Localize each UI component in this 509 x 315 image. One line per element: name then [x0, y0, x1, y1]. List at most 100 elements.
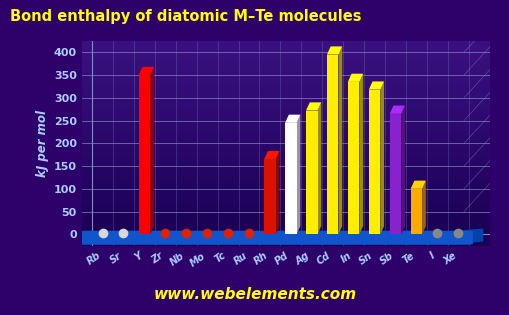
Bar: [81, 24, 489, 215]
Polygon shape: [359, 74, 362, 234]
Bar: [138, 75, 150, 234]
Bar: [81, 0, 489, 162]
Bar: [81, 0, 489, 181]
Polygon shape: [338, 46, 342, 234]
Bar: [81, 0, 489, 139]
Bar: [389, 114, 401, 234]
Bar: [81, 0, 489, 108]
Bar: [81, 0, 489, 116]
Bar: [81, 26, 489, 217]
Bar: [81, 0, 489, 137]
Bar: [81, 0, 489, 100]
Bar: [81, 0, 489, 91]
Bar: [81, 0, 489, 110]
Bar: [81, 0, 489, 148]
Bar: [81, 0, 489, 120]
Bar: [81, 0, 489, 97]
Bar: [81, 11, 489, 202]
Bar: [81, 0, 489, 133]
Bar: [81, 0, 489, 77]
Bar: [81, 0, 489, 152]
FancyBboxPatch shape: [67, 231, 472, 245]
Polygon shape: [451, 228, 483, 244]
Bar: [81, 0, 489, 112]
Bar: [81, 0, 489, 165]
Bar: [81, 0, 489, 188]
Bar: [81, 0, 489, 173]
Bar: [81, 41, 489, 232]
Text: Bond enthalpy of diatomic M–Te molecules: Bond enthalpy of diatomic M–Te molecules: [10, 9, 361, 25]
Bar: [81, 0, 489, 127]
Bar: [81, 0, 489, 74]
Bar: [81, 0, 489, 60]
Bar: [81, 20, 489, 211]
Bar: [81, 0, 489, 158]
Bar: [81, 36, 489, 227]
Bar: [81, 0, 489, 47]
Polygon shape: [401, 106, 404, 234]
Bar: [81, 0, 489, 89]
Bar: [81, 9, 489, 200]
Bar: [81, 0, 489, 156]
Bar: [81, 0, 489, 177]
Bar: [81, 14, 489, 206]
Polygon shape: [296, 115, 300, 234]
Y-axis label: kJ per mol: kJ per mol: [36, 110, 49, 177]
Bar: [368, 90, 380, 234]
Bar: [81, 0, 489, 185]
Bar: [81, 0, 489, 171]
Polygon shape: [285, 115, 300, 123]
Bar: [81, 0, 489, 68]
Bar: [81, 22, 489, 213]
Bar: [81, 0, 489, 129]
Bar: [81, 0, 489, 83]
Bar: [81, 0, 489, 62]
Bar: [81, 0, 489, 114]
Bar: [81, 0, 489, 51]
Bar: [81, 0, 489, 66]
Bar: [81, 0, 489, 131]
Bar: [81, 0, 489, 82]
Bar: [81, 0, 489, 85]
Polygon shape: [347, 74, 362, 82]
Bar: [81, 16, 489, 208]
Bar: [81, 0, 489, 168]
Bar: [81, 0, 489, 125]
Bar: [81, 1, 489, 192]
Bar: [81, 0, 489, 49]
Bar: [81, 7, 489, 198]
Polygon shape: [368, 82, 383, 90]
Bar: [81, 0, 489, 145]
Polygon shape: [305, 102, 321, 111]
Bar: [81, 0, 489, 70]
Bar: [81, 13, 489, 204]
Bar: [81, 0, 489, 104]
Bar: [81, 0, 489, 106]
Bar: [81, 0, 489, 64]
Polygon shape: [150, 67, 154, 234]
Bar: [81, 0, 489, 141]
Bar: [81, 34, 489, 225]
Bar: [81, 39, 489, 231]
Bar: [264, 159, 275, 234]
Polygon shape: [317, 102, 321, 234]
Bar: [81, 0, 489, 53]
Polygon shape: [264, 151, 279, 159]
Bar: [81, 0, 489, 118]
Bar: [81, 18, 489, 209]
Bar: [81, 0, 489, 160]
Bar: [410, 189, 421, 234]
Bar: [81, 0, 489, 123]
Bar: [81, 0, 489, 72]
Polygon shape: [389, 106, 404, 114]
Bar: [81, 0, 489, 102]
Polygon shape: [421, 180, 425, 234]
Polygon shape: [275, 151, 279, 234]
Bar: [81, 3, 489, 194]
Bar: [81, 0, 489, 179]
Bar: [81, 0, 489, 79]
Bar: [81, 0, 489, 163]
Bar: [81, 0, 489, 59]
Bar: [81, 0, 489, 169]
Bar: [285, 123, 296, 234]
